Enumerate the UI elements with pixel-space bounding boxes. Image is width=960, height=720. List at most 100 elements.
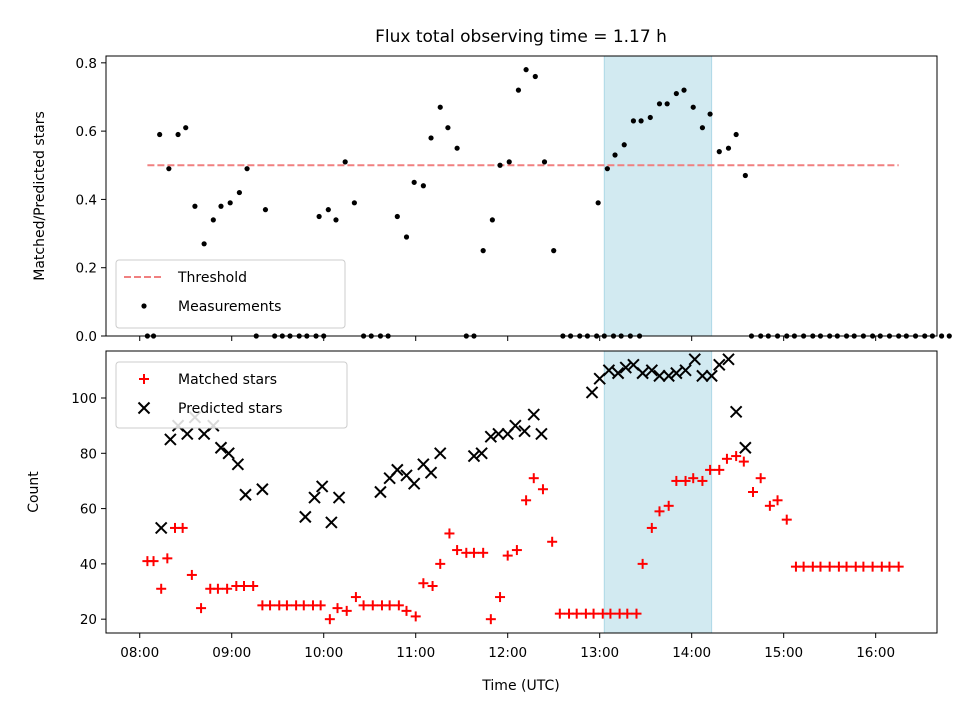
matched-star-point [748, 487, 759, 497]
legend-label: Matched stars [178, 372, 277, 388]
measurement-point [664, 101, 670, 107]
measurement-point [437, 104, 443, 110]
matched-star-point [622, 608, 633, 619]
matched-star-point [605, 608, 616, 619]
x-tick-label: 08:00 [120, 645, 159, 661]
measurement-point [428, 135, 434, 141]
predicted-star-point [527, 408, 540, 421]
measurement-point [515, 87, 522, 93]
measurement-point [325, 207, 331, 213]
matched-star-point [468, 547, 479, 558]
matched-star-point [148, 556, 159, 567]
predicted-star-point [475, 447, 488, 460]
y-tick-label: 40 [80, 557, 97, 573]
measurement-point [604, 166, 610, 172]
predicted-star-point [518, 424, 531, 438]
matched-star-point [663, 500, 674, 511]
predicted-star-point [713, 358, 726, 372]
count-x-ticks: 08:00 09:00 10:00 11:00 12:00 13:00 14:00 15:00… [120, 633, 895, 661]
count-panel: 20 40 60 80 100 08:00 09:00 10:00 11:00 12:00 13:… [26, 350, 938, 694]
measurement-point [183, 125, 189, 131]
matched-star-point [222, 583, 233, 594]
matched-star-point [315, 600, 326, 611]
ratio-panel: 0.00.20.40.60.8 Matched/Predicted stars … [32, 55, 952, 345]
measurement-point [497, 162, 503, 168]
predicted-star-point [509, 419, 522, 432]
predicted-star-point [332, 491, 346, 504]
matched-star-point [350, 592, 361, 603]
measurement-point [733, 131, 739, 138]
predicted-star-point [619, 361, 632, 374]
measurement-point [506, 159, 512, 165]
measurement-point [532, 73, 538, 80]
matched-star-point [867, 561, 878, 572]
measurement-point [630, 118, 637, 124]
predicted-star-point [739, 441, 752, 454]
predicted-star-point [679, 364, 692, 377]
count-legend: Matched stars Predicted stars [115, 361, 348, 429]
measurement-point [236, 189, 242, 196]
matched-star-point [196, 603, 207, 614]
predicted-star-point [729, 405, 743, 419]
y-tick-label: 0.4 [76, 192, 97, 208]
y-tick-label: 0.0 [76, 329, 97, 345]
matched-star-point [697, 475, 708, 486]
predicted-star-point [181, 427, 194, 441]
matched-star-point [298, 600, 309, 611]
x-tick-label: 14:00 [672, 645, 711, 661]
predicted-star-point [653, 369, 666, 383]
measurement-point [342, 159, 348, 165]
x-axis-label: Time (UTC) [481, 678, 559, 694]
measurement-point [244, 166, 250, 172]
y-tick-label: 0.2 [76, 261, 97, 277]
matched-star-point [238, 581, 249, 591]
measurement-point [716, 149, 722, 155]
predicted-star-point [308, 491, 321, 504]
measurement-point [454, 145, 460, 151]
predicted-star-point [391, 463, 404, 477]
matched-star-point [815, 561, 826, 572]
matched-star-point [435, 558, 446, 569]
measurement-point [621, 142, 627, 148]
predicted-star-point [214, 441, 228, 454]
matched-star-point [646, 522, 657, 533]
measurement-point [938, 333, 945, 339]
matched-star-point [324, 614, 335, 625]
y-tick-label: 100 [71, 391, 97, 407]
measurement-points [144, 67, 952, 339]
measurement-point [445, 125, 451, 131]
predicted-star-point [602, 364, 616, 377]
matched-star-point [588, 608, 599, 619]
measurement-point [647, 114, 653, 121]
predicted-star-point [154, 521, 168, 535]
measurement-point [210, 217, 216, 223]
matched-star-point [341, 605, 352, 616]
y-tick-label: 20 [80, 612, 97, 628]
x-tick-label: 16:00 [856, 645, 895, 661]
count-y-ticks: 20 40 60 80 100 [71, 391, 106, 628]
y-tick-label: 80 [80, 446, 97, 462]
measurement-point [681, 87, 687, 93]
x-tick-label: 15:00 [764, 645, 803, 661]
x-tick-label: 10:00 [304, 645, 343, 661]
matched-star-point [631, 608, 642, 619]
matched-star-point [705, 464, 716, 475]
matched-star-point [367, 600, 378, 611]
measurement-point [403, 234, 410, 240]
matched-star-point [186, 569, 197, 580]
y-tick-label: 60 [80, 502, 97, 518]
matched-star-point [554, 608, 565, 619]
predicted-star-point [325, 516, 338, 529]
measurement-point [742, 172, 748, 179]
matched-star-point [772, 495, 783, 506]
matched-star-point [478, 547, 489, 558]
measurement-point [612, 152, 618, 158]
matched-star-point [452, 545, 463, 556]
measurement-point [201, 241, 207, 247]
matched-star-point [884, 561, 895, 572]
matched-star-point [177, 522, 188, 533]
matched-star-point [332, 603, 343, 614]
matched-star-point [358, 600, 369, 611]
measurement-point [192, 203, 198, 209]
